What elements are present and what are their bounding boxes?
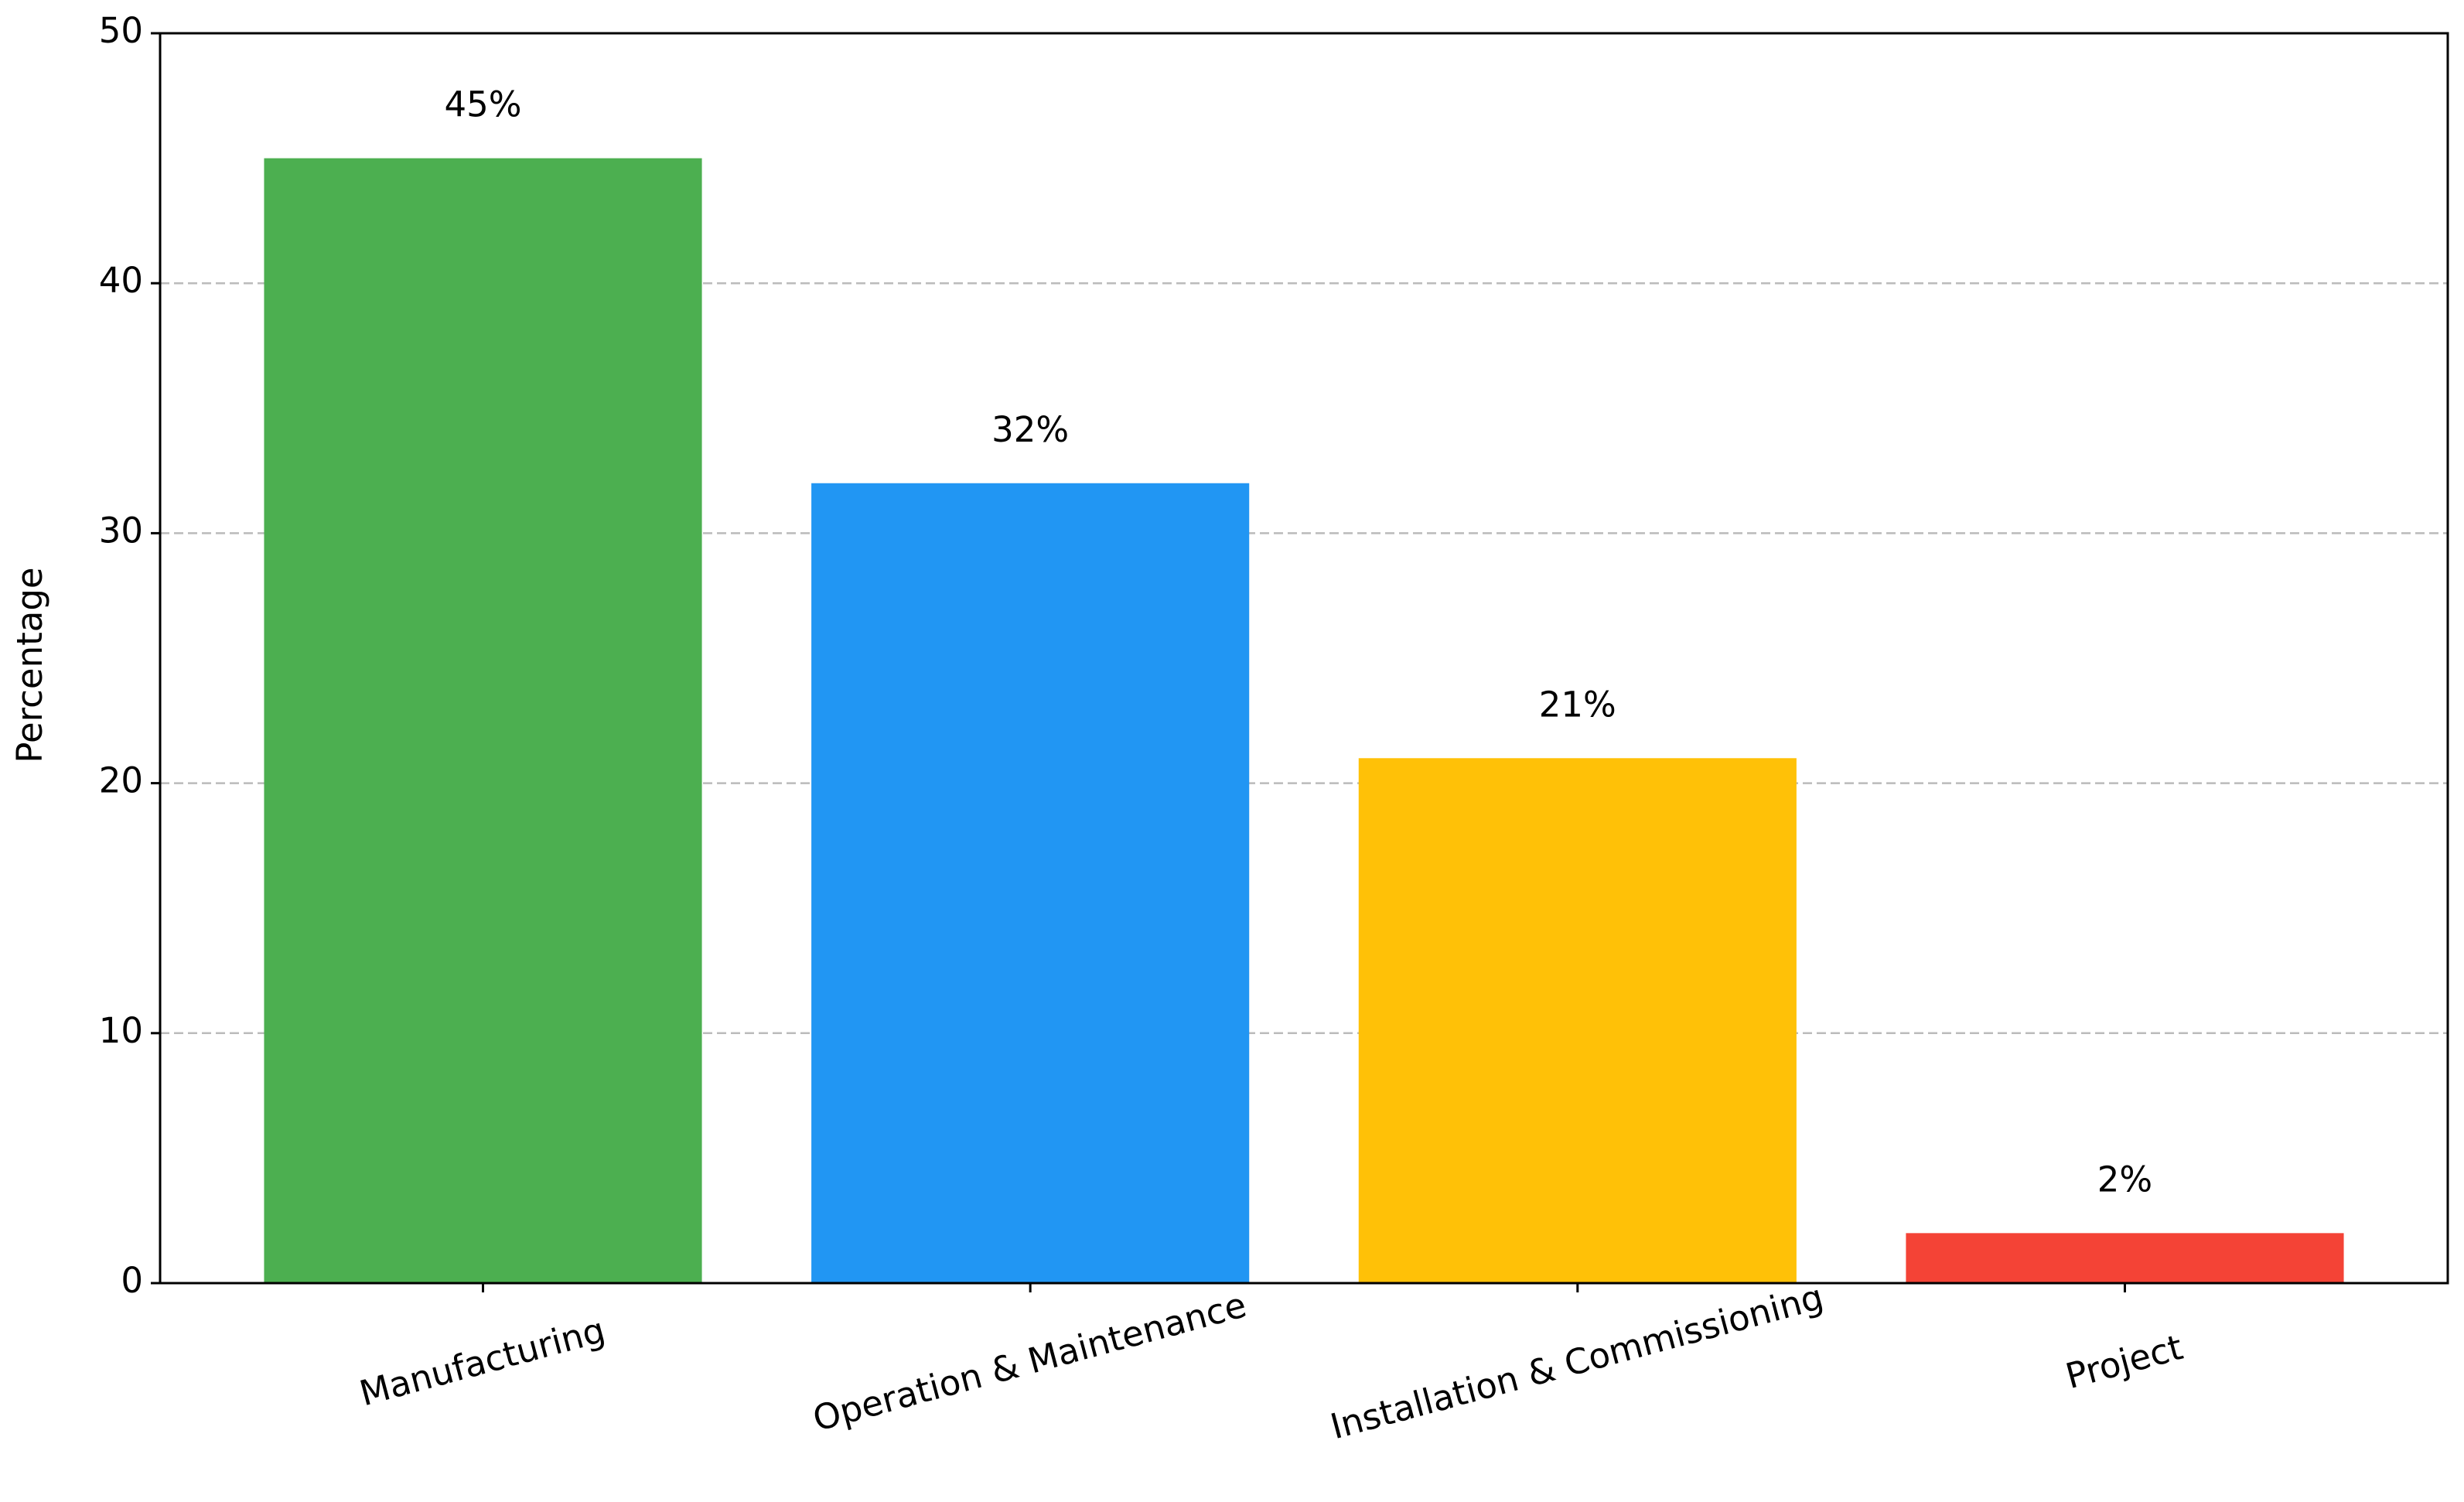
y-tick-label: 40 [99, 260, 143, 301]
y-tick-label: 10 [99, 1010, 143, 1051]
x-tick-label: Operation & Maintenance [809, 1284, 1251, 1439]
y-tick-label: 30 [99, 510, 143, 551]
bar [811, 483, 1250, 1283]
plot-frame [159, 32, 2449, 1285]
value-label: 2% [2097, 1159, 2152, 1200]
value-label: 45% [445, 84, 522, 125]
y-tick-label: 20 [99, 760, 143, 801]
bar [1358, 758, 1797, 1283]
y-tick-label: 50 [99, 10, 143, 51]
value-label: 21% [1539, 684, 1616, 725]
x-tick-label: Manufacturing [355, 1309, 609, 1415]
x-tick-label: Project [2061, 1326, 2186, 1397]
bar [1906, 1233, 2344, 1283]
y-tick-label: 0 [121, 1260, 143, 1301]
x-tick-label: Installation & Commissioning [1326, 1276, 1828, 1447]
value-label: 32% [991, 409, 1069, 450]
bar [264, 158, 702, 1284]
y-axis-label: Percentage [9, 567, 50, 763]
